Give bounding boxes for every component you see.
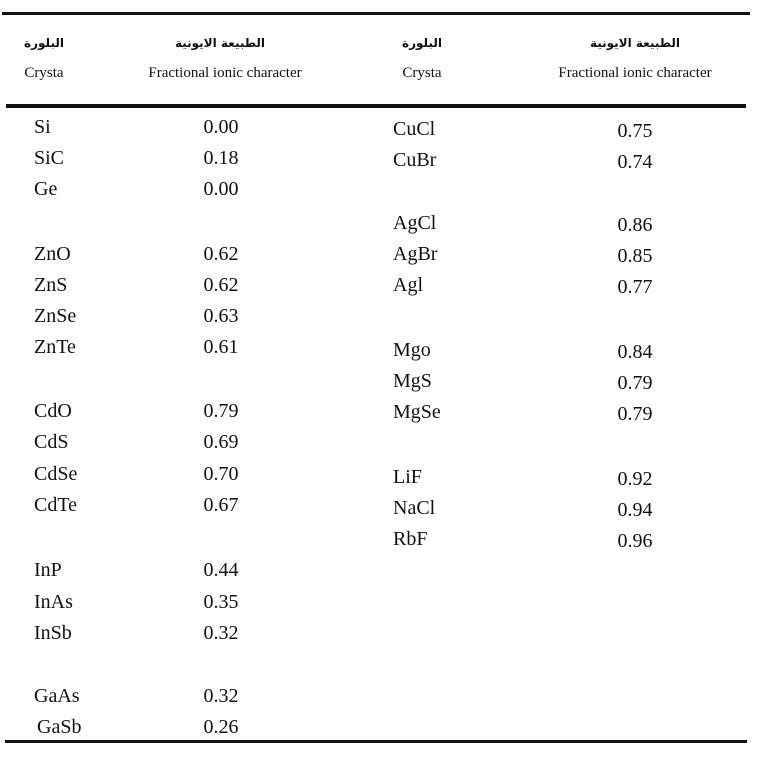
left-row-16-value: 0.26 bbox=[203, 716, 239, 738]
left-row-7-value: 0.61 bbox=[203, 336, 239, 358]
left-row-2-value: 0.18 bbox=[203, 147, 239, 169]
table-header-rule bbox=[6, 104, 746, 108]
right-row-2-crystal: CuBr bbox=[393, 149, 437, 171]
left-row-1-crystal: Si bbox=[34, 116, 51, 138]
right-row-3-crystal: AgCl bbox=[393, 212, 437, 234]
table-top-rule bbox=[2, 12, 750, 15]
header-crystal-en-left: Crysta bbox=[24, 65, 64, 81]
right-row-9-value: 0.92 bbox=[617, 468, 653, 490]
left-row-5-value: 0.62 bbox=[203, 274, 239, 296]
header-crystal-ar-left: البلورة bbox=[24, 36, 64, 50]
left-row-8-crystal: CdO bbox=[34, 400, 72, 422]
left-row-9-crystal: CdS bbox=[34, 431, 69, 453]
right-row-11-value: 0.96 bbox=[617, 530, 653, 552]
right-row-6-crystal: Mgo bbox=[393, 339, 431, 361]
right-row-10-crystal: NaCl bbox=[393, 497, 436, 519]
table-bottom-rule bbox=[5, 740, 747, 743]
header-ionic-en-right: Fractional ionic character bbox=[558, 65, 712, 81]
left-row-11-value: 0.67 bbox=[203, 494, 239, 516]
left-row-13-value: 0.35 bbox=[203, 591, 239, 613]
header-ionic-en-left: Fractional ionic character bbox=[148, 65, 302, 81]
right-row-1-value: 0.75 bbox=[617, 120, 653, 142]
right-row-2-value: 0.74 bbox=[617, 151, 653, 173]
right-row-5-value: 0.77 bbox=[617, 276, 653, 298]
left-row-13-crystal: InAs bbox=[34, 591, 73, 613]
left-row-9-value: 0.69 bbox=[203, 431, 239, 453]
left-row-11-crystal: CdTe bbox=[34, 494, 78, 516]
left-row-6-value: 0.63 bbox=[203, 305, 239, 327]
right-row-3-value: 0.86 bbox=[617, 214, 653, 236]
header-ionic-ar-left: الطبيعة الايونية bbox=[174, 36, 266, 50]
right-row-7-crystal: MgS bbox=[393, 370, 432, 392]
left-row-10-value: 0.70 bbox=[203, 463, 239, 485]
left-row-1-value: 0.00 bbox=[203, 116, 239, 138]
right-row-7-value: 0.79 bbox=[617, 372, 653, 394]
left-row-4-value: 0.62 bbox=[203, 243, 239, 265]
right-row-4-value: 0.85 bbox=[617, 245, 653, 267]
left-row-2-crystal: SiC bbox=[34, 147, 65, 169]
right-row-11-crystal: RbF bbox=[393, 528, 428, 550]
left-row-12-crystal: InP bbox=[34, 559, 62, 581]
right-row-9-crystal: LiF bbox=[393, 466, 422, 488]
left-row-16-crystal: GaSb bbox=[37, 716, 82, 738]
left-row-15-crystal: GaAs bbox=[34, 685, 80, 707]
left-row-7-crystal: ZnTe bbox=[34, 336, 76, 358]
left-row-3-crystal: Ge bbox=[34, 178, 58, 200]
left-row-10-crystal: CdSe bbox=[34, 463, 78, 485]
right-row-5-crystal: Agl bbox=[393, 274, 423, 296]
left-row-14-value: 0.32 bbox=[203, 622, 239, 644]
header-ionic-ar-right: الطبيعة الايونية bbox=[589, 36, 681, 50]
header-crystal-en-right: Crysta bbox=[402, 65, 442, 81]
right-row-6-value: 0.84 bbox=[617, 341, 653, 363]
left-row-14-crystal: InSb bbox=[34, 622, 72, 644]
right-row-1-crystal: CuCl bbox=[393, 118, 436, 140]
right-row-8-value: 0.79 bbox=[617, 403, 653, 425]
right-row-4-crystal: AgBr bbox=[393, 243, 438, 265]
left-row-15-value: 0.32 bbox=[203, 685, 239, 707]
right-row-10-value: 0.94 bbox=[617, 499, 653, 521]
left-row-12-value: 0.44 bbox=[203, 559, 239, 581]
header-crystal-ar-right: البلورة bbox=[402, 36, 442, 50]
left-row-8-value: 0.79 bbox=[203, 400, 239, 422]
left-row-3-value: 0.00 bbox=[203, 178, 239, 200]
left-row-4-crystal: ZnO bbox=[34, 243, 71, 265]
right-row-8-crystal: MgSe bbox=[393, 401, 441, 423]
left-row-5-crystal: ZnS bbox=[34, 274, 68, 296]
left-row-6-crystal: ZnSe bbox=[34, 305, 77, 327]
